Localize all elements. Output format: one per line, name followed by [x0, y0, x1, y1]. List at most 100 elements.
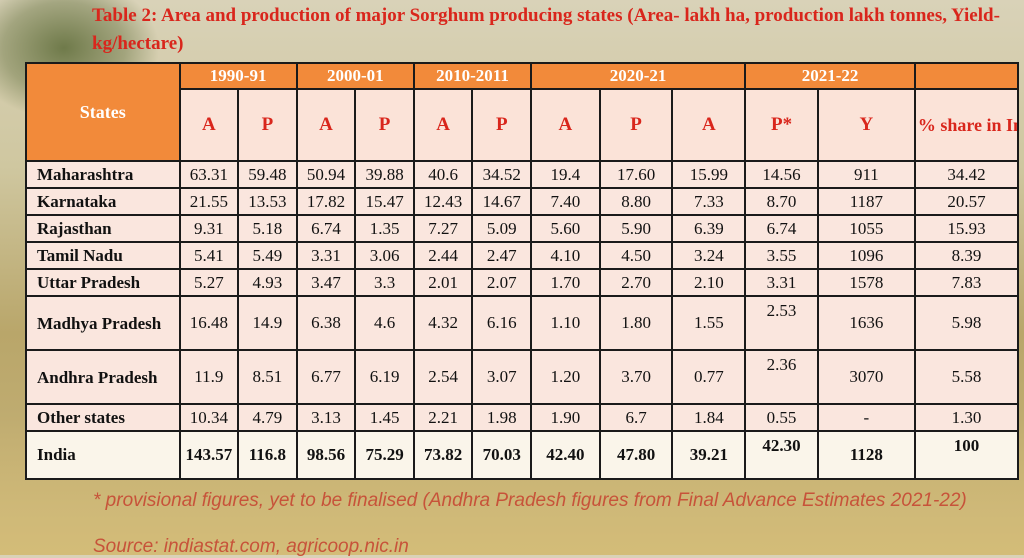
value-cell: 73.82: [412, 430, 474, 480]
value-cell: 3.3: [354, 268, 415, 297]
value-cell: 47.80: [598, 430, 674, 480]
header-sub-row: A P A P A P A P A P* Y % share in India …: [26, 88, 1020, 162]
value-cell: 50.94: [295, 160, 357, 189]
value-cell: 15.93: [913, 214, 1020, 243]
value-cell: 8.51: [237, 349, 298, 405]
state-cell: Madhya Pradesh: [25, 295, 181, 351]
value-cell: 2.70: [598, 268, 674, 297]
header-sub: Y: [816, 88, 916, 162]
value-cell: 8.70: [744, 187, 819, 216]
header-year: 2021-22: [744, 62, 916, 90]
value-cell: 6.77: [295, 349, 357, 405]
header-sub: P: [598, 88, 674, 162]
value-cell: 15.47: [354, 187, 415, 216]
value-cell: 6.7: [598, 403, 674, 432]
value-cell: 1636: [816, 295, 916, 351]
table-row: India 143.57 116.8 98.56 75.29 73.82 70.03 42.4…: [25, 430, 1020, 480]
value-cell: 7.27: [412, 214, 474, 243]
value-cell: 39.21: [671, 430, 747, 480]
value-cell: 3.70: [598, 349, 674, 405]
header-sub: P: [237, 88, 298, 162]
value-cell: 42.30: [744, 430, 819, 480]
value-cell: 7.40: [530, 187, 601, 216]
table-row: Rajasthan 9.31 5.18 6.74 1.35 7.27 5.09 5.60 5.9…: [25, 214, 1020, 243]
value-cell: 2.21: [412, 403, 474, 432]
header-sub: A: [295, 88, 357, 162]
table-row: Andhra Pradesh 11.9 8.51 6.77 6.19 2.54 3.07 1.…: [25, 349, 1020, 405]
value-cell: 14.67: [471, 187, 533, 216]
value-cell: 9.31: [178, 214, 240, 243]
table-row: Karnataka 21.55 13.53 17.82 15.47 12.43 14.67 7…: [25, 187, 1020, 216]
value-cell: 4.6: [354, 295, 415, 351]
value-cell: 21.55: [178, 187, 240, 216]
value-cell: 1.10: [530, 295, 601, 351]
state-cell: Maharashtra: [25, 160, 181, 189]
value-cell: 3.31: [744, 268, 819, 297]
state-cell: India: [25, 430, 181, 480]
value-cell: 2.54: [412, 349, 474, 405]
state-cell: Rajasthan: [25, 214, 181, 243]
header-year: 2010-2011: [412, 62, 533, 90]
value-cell: 75.29: [354, 430, 415, 480]
value-cell: 1096: [816, 241, 916, 270]
value-cell: 70.03: [471, 430, 533, 480]
state-cell: Uttar Pradesh: [25, 268, 181, 297]
value-cell: 3.31: [295, 241, 357, 270]
value-cell: 6.74: [744, 214, 819, 243]
value-cell: 3.55: [744, 241, 819, 270]
table-row: Maharashtra 63.31 59.48 50.94 39.88 40.6 34.52…: [25, 160, 1020, 189]
value-cell: 5.60: [530, 214, 601, 243]
header-sub: P*: [744, 88, 819, 162]
table-row: Tamil Nadu 5.41 5.49 3.31 3.06 2.44 2.47 4.10 4.…: [25, 241, 1020, 270]
value-cell: 0.77: [671, 349, 747, 405]
value-cell: 143.57: [178, 430, 240, 480]
value-cell: -: [816, 403, 916, 432]
value-cell: 1.55: [671, 295, 747, 351]
value-cell: 4.50: [598, 241, 674, 270]
header-sub: A: [412, 88, 474, 162]
value-cell: 0.55: [744, 403, 819, 432]
value-cell: 14.56: [744, 160, 819, 189]
value-cell: 2.53: [744, 295, 819, 351]
header-share: % share in India production: [913, 88, 1020, 162]
source-note: Source: indiastat.com, agricoop.nic.in: [93, 536, 409, 557]
value-cell: 1.35: [354, 214, 415, 243]
table-row: Other states 10.34 4.79 3.13 1.45 2.21 1.98 1.9…: [25, 403, 1020, 432]
value-cell: 100: [913, 430, 1020, 480]
value-cell: 20.57: [913, 187, 1020, 216]
value-cell: 5.90: [598, 214, 674, 243]
value-cell: 13.53: [237, 187, 298, 216]
value-cell: 14.9: [237, 295, 298, 351]
value-cell: 63.31: [178, 160, 240, 189]
value-cell: 116.8: [237, 430, 298, 480]
value-cell: 6.19: [354, 349, 415, 405]
value-cell: 1187: [816, 187, 916, 216]
value-cell: 98.56: [295, 430, 357, 480]
value-cell: 6.39: [671, 214, 747, 243]
value-cell: 2.10: [671, 268, 747, 297]
table-row: Uttar Pradesh 5.27 4.93 3.47 3.3 2.01 2.07 1.70…: [25, 268, 1020, 297]
value-cell: 15.99: [671, 160, 747, 189]
value-cell: 6.38: [295, 295, 357, 351]
value-cell: 3.24: [671, 241, 747, 270]
value-cell: 3070: [816, 349, 916, 405]
value-cell: 59.48: [237, 160, 298, 189]
value-cell: 17.60: [598, 160, 674, 189]
value-cell: 34.42: [913, 160, 1020, 189]
header-year: 2020-21: [530, 62, 747, 90]
header-year-row: States 1990-91 2000-01 2010-2011 2020-21…: [25, 62, 1020, 162]
value-cell: 5.49: [237, 241, 298, 270]
value-cell: 7.83: [913, 268, 1020, 297]
value-cell: 2.47: [471, 241, 533, 270]
header-states: States: [25, 62, 181, 162]
value-cell: 5.58: [913, 349, 1020, 405]
state-cell: Karnataka: [25, 187, 181, 216]
value-cell: 8.80: [598, 187, 674, 216]
value-cell: 11.9: [178, 349, 240, 405]
value-cell: 5.41: [178, 241, 240, 270]
value-cell: 17.82: [295, 187, 357, 216]
value-cell: 12.43: [412, 187, 474, 216]
header-sub: P: [471, 88, 533, 162]
value-cell: 4.79: [237, 403, 298, 432]
value-cell: 1.30: [913, 403, 1020, 432]
